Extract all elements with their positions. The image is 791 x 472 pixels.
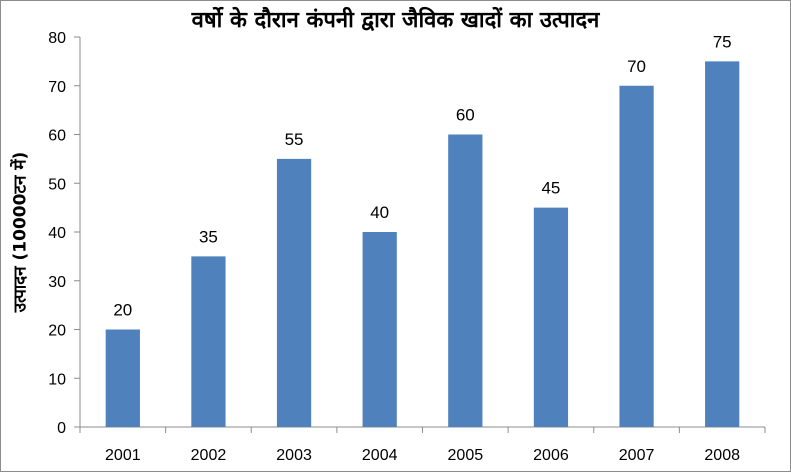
bar <box>705 61 740 427</box>
y-tick-label: 50 <box>48 176 66 193</box>
y-tick-label: 30 <box>48 274 66 291</box>
x-tick-label: 2006 <box>533 447 569 464</box>
y-tick-label: 60 <box>48 128 66 145</box>
x-tick-label: 2001 <box>105 447 141 464</box>
y-tick-label: 40 <box>48 225 66 242</box>
bar <box>105 329 140 427</box>
bar <box>362 232 397 427</box>
bar <box>448 134 483 427</box>
data-labels: 20 35 55 40 60 45 70 75 <box>113 32 731 319</box>
x-tick-label: 2008 <box>704 447 740 464</box>
x-tick-label: 2007 <box>619 447 655 464</box>
x-tick-label: 2004 <box>362 447 398 464</box>
y-tick-label: 80 <box>48 30 66 47</box>
data-label: 60 <box>456 106 475 125</box>
bars <box>105 61 740 427</box>
bar <box>619 85 654 427</box>
data-label: 35 <box>199 227 218 246</box>
y-tick-label: 20 <box>48 323 66 340</box>
data-label: 20 <box>113 301 132 320</box>
axes: 0 10 20 30 40 50 60 70 80 2001 2002 2003 2004 2005 200… <box>48 30 766 464</box>
y-tick-label: 70 <box>48 79 66 96</box>
data-label: 55 <box>285 130 304 149</box>
bar <box>276 158 312 427</box>
data-label: 40 <box>370 203 389 222</box>
y-tick-label: 0 <box>57 420 66 437</box>
x-tick-label: 2003 <box>276 447 312 464</box>
bar <box>533 207 569 427</box>
bar <box>191 256 226 427</box>
chart-title: वर्षो के दौरान कंपनी द्वारा जैविक खादों … <box>191 8 600 33</box>
data-label: 45 <box>541 179 560 198</box>
x-tick-label: 2002 <box>191 447 227 464</box>
y-tick-label: 10 <box>48 371 66 388</box>
data-label: 70 <box>627 57 646 76</box>
data-label: 75 <box>713 32 732 51</box>
x-tick-label: 2005 <box>448 447 484 464</box>
